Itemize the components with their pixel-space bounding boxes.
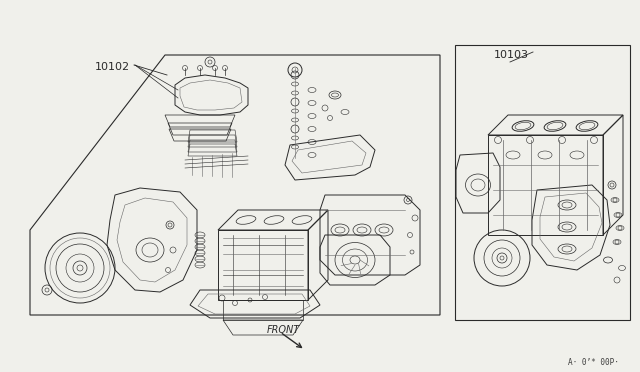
Text: 10102: 10102 <box>95 62 130 72</box>
Text: 10103: 10103 <box>494 50 529 60</box>
Text: FRONT: FRONT <box>267 325 300 335</box>
Text: A· 0’* 00P·: A· 0’* 00P· <box>568 358 619 367</box>
